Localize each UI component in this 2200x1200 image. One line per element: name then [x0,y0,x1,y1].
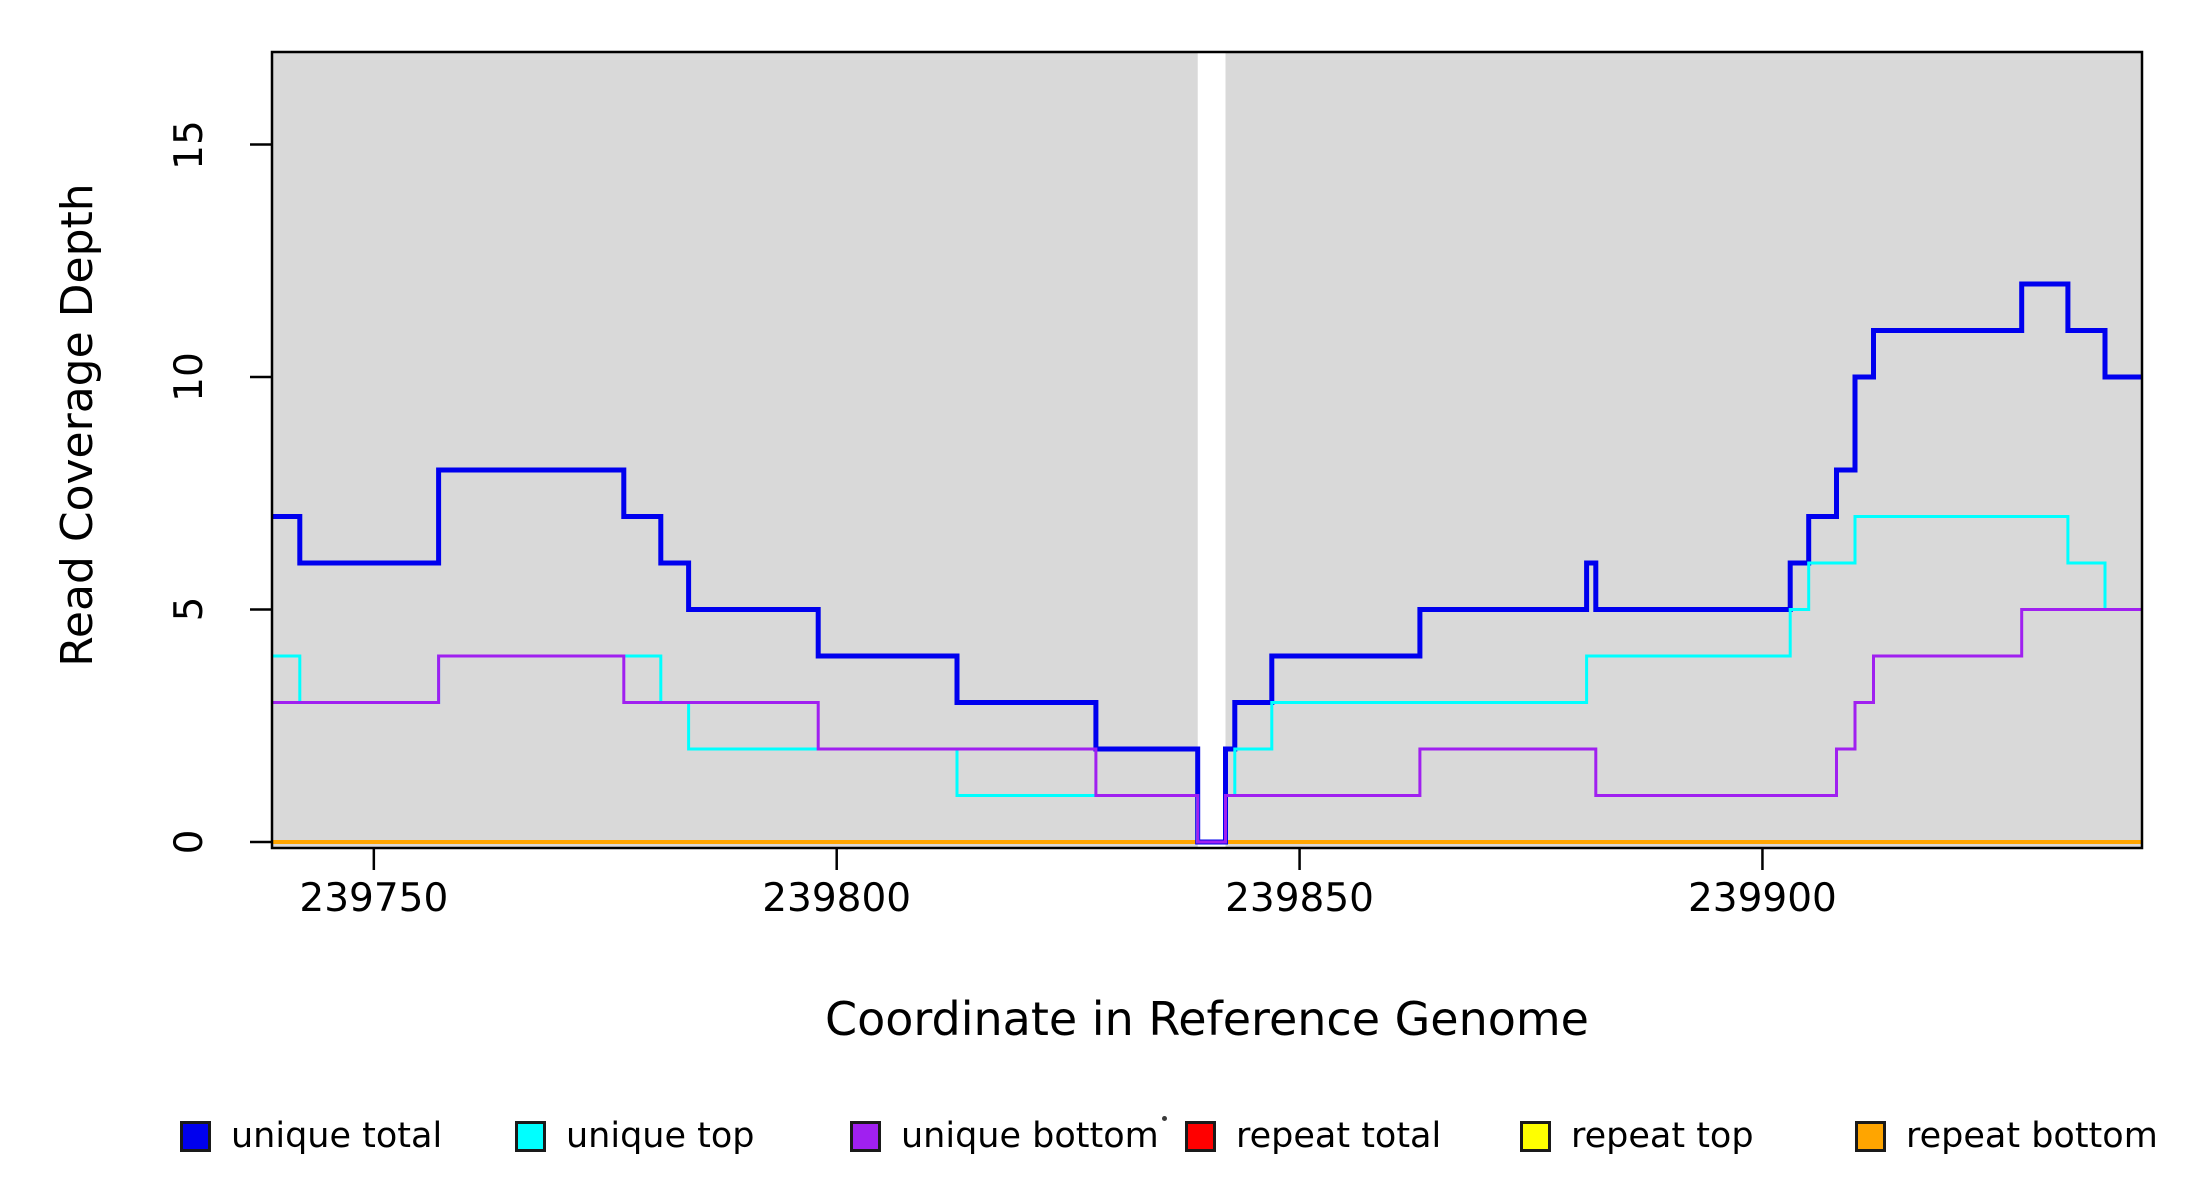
legend-label: repeat total [1236,1116,1442,1156]
y-tick-label: 0 [167,829,212,855]
legend-label: unique top [566,1116,755,1156]
legend-label: unique bottom [901,1116,1159,1156]
legend-item-repeat-bottom: repeat bottom [1855,1116,2158,1156]
x-tick-label: 239850 [1225,876,1374,921]
x-tick-label: 239800 [762,876,912,921]
legend-item-repeat-total: repeat total [1185,1116,1441,1156]
zero-coverage-gap-band [1197,53,1226,847]
series-line-unique-top [272,515,2142,844]
y-tick-label: 10 [167,352,212,402]
series-line-unique-bottom [272,608,2142,844]
x-tick-label: 239900 [1687,876,1837,921]
y-tick-label: 5 [167,597,212,622]
legend-label: repeat bottom [1906,1116,2158,1156]
legend-swatch-unique-bottom [850,1120,881,1152]
plot-panel-border [270,50,2144,850]
y-axis-title: Read Coverage Depth [52,183,103,667]
legend-item-unique-bottom: unique bottom [850,1116,1159,1156]
legend-item-repeat-top: repeat top [1520,1116,1754,1156]
legend-swatch-repeat-top [1520,1120,1551,1152]
legend-label: repeat top [1571,1116,1754,1156]
series-line-unique-total [272,281,2142,845]
legend-swatch-unique-top [515,1120,546,1152]
legend-swatch-unique-total [180,1120,211,1152]
y-tick-label: 15 [167,119,212,170]
legend-item-unique-total: unique total [180,1116,442,1156]
x-tick-label: 239750 [299,876,449,921]
legend-item-unique-top: unique top [515,1116,755,1156]
legend-label: unique total [231,1116,443,1156]
x-axis-title: Coordinate in Reference Genome [825,992,1589,1046]
legend-swatch-repeat-total [1185,1120,1216,1152]
legend-stray-dot [1162,1116,1167,1121]
legend-swatch-repeat-bottom [1855,1120,1886,1152]
